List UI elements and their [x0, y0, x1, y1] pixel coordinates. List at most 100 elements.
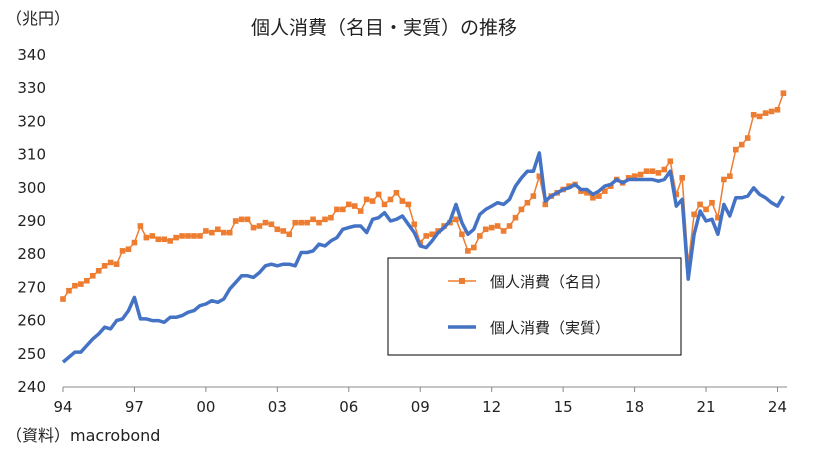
- data-point-nominal: [137, 223, 144, 229]
- data-point-nominal: [631, 173, 638, 179]
- data-point-nominal: [60, 296, 66, 302]
- data-point-nominal: [286, 231, 293, 238]
- data-point-nominal: [381, 201, 388, 208]
- data-point-nominal: [161, 236, 168, 243]
- data-point-nominal: [494, 223, 501, 229]
- data-point-nominal: [84, 277, 90, 284]
- data-point-nominal: [292, 219, 299, 226]
- data-point-nominal: [643, 168, 650, 174]
- x-tick-label: 09: [411, 398, 430, 416]
- data-point-nominal: [89, 272, 96, 279]
- data-point-nominal: [780, 90, 787, 96]
- y-tick-label: 300: [17, 179, 46, 197]
- data-point-nominal: [256, 223, 263, 229]
- data-point-nominal: [125, 246, 132, 253]
- x-tick-label: 00: [196, 398, 215, 416]
- legend: 個人消費（名目） 個人消費（実質）: [387, 257, 682, 356]
- data-point-nominal: [155, 236, 162, 243]
- data-point-nominal: [393, 189, 400, 196]
- data-point-nominal: [399, 198, 406, 204]
- data-point-nominal: [500, 228, 507, 234]
- data-point-nominal: [238, 216, 245, 223]
- data-point-nominal: [220, 229, 227, 236]
- data-point-nominal: [375, 191, 382, 198]
- plot-area: [60, 90, 787, 364]
- data-point-nominal: [328, 214, 334, 221]
- data-point-nominal: [732, 146, 739, 153]
- data-point-nominal: [661, 166, 668, 173]
- data-point-nominal: [357, 208, 364, 214]
- y-tick-label: 250: [17, 345, 46, 363]
- data-point-nominal: [697, 201, 703, 208]
- data-point-nominal: [709, 199, 715, 206]
- y-tick-label: 240: [17, 378, 46, 396]
- data-point-nominal: [727, 173, 733, 179]
- y-axis: 240 250 260 270 280 290 300 310 320 330 340: [17, 46, 46, 396]
- data-point-nominal: [280, 228, 287, 234]
- data-point-nominal: [411, 221, 418, 228]
- data-point-nominal: [667, 158, 674, 165]
- data-point-nominal: [488, 224, 495, 231]
- data-point-nominal: [542, 201, 549, 208]
- data-point-nominal: [429, 231, 435, 238]
- data-point-nominal: [226, 229, 233, 236]
- x-tick-label: 03: [268, 398, 287, 416]
- data-point-nominal: [310, 216, 316, 223]
- data-point-nominal: [345, 201, 352, 208]
- y-unit-label: （兆円）: [6, 9, 70, 28]
- data-point-nominal: [179, 233, 185, 239]
- x-axis: 94 97 00 03 06 09 12 15 18 21 24: [53, 386, 787, 416]
- x-tick-label: 94: [53, 398, 72, 416]
- data-point-nominal: [637, 171, 644, 178]
- data-point-nominal: [322, 216, 328, 223]
- source-note: （資料）macrobond: [6, 426, 160, 445]
- data-point-nominal: [363, 196, 370, 203]
- data-point-nominal: [197, 233, 203, 239]
- data-point-nominal: [691, 211, 697, 218]
- data-point-nominal: [423, 233, 429, 239]
- data-point-nominal: [250, 224, 257, 231]
- data-point-nominal: [584, 189, 590, 196]
- data-point-nominal: [768, 108, 775, 115]
- data-point-nominal: [215, 226, 221, 233]
- data-point-nominal: [191, 233, 197, 239]
- data-point-nominal: [405, 201, 412, 208]
- data-point-nominal: [66, 287, 72, 294]
- data-point-nominal: [471, 244, 477, 251]
- data-point-nominal: [679, 175, 686, 181]
- data-point-nominal: [131, 239, 138, 246]
- data-point-nominal: [369, 198, 376, 204]
- data-point-nominal: [536, 173, 543, 179]
- data-point-nominal: [203, 228, 209, 234]
- chart-title: 個人消費（名目・実質）の推移: [251, 17, 517, 39]
- legend-label-nominal: 個人消費（名目）: [490, 273, 610, 291]
- data-point-nominal: [602, 188, 608, 194]
- x-tick-label: 15: [554, 398, 573, 416]
- y-tick-label: 270: [17, 278, 46, 296]
- y-tick-label: 340: [17, 46, 46, 64]
- data-point-nominal: [518, 206, 525, 213]
- data-point-nominal: [673, 191, 680, 198]
- data-point-nominal: [590, 194, 596, 201]
- legend-label-real: 個人消費（実質）: [490, 319, 610, 337]
- data-point-nominal: [465, 248, 471, 254]
- data-point-nominal: [268, 221, 275, 228]
- data-point-nominal: [173, 234, 179, 241]
- x-tick-label: 12: [482, 398, 501, 416]
- data-point-nominal: [209, 229, 215, 236]
- data-point-nominal: [476, 233, 483, 239]
- data-point-nominal: [185, 233, 191, 239]
- y-tick-label: 260: [17, 312, 46, 330]
- data-point-nominal: [524, 199, 531, 206]
- data-point-nominal: [316, 219, 322, 226]
- data-point-nominal: [95, 268, 102, 274]
- data-point-nominal: [530, 193, 537, 199]
- data-point-nominal: [244, 216, 251, 223]
- x-tick-label: 21: [696, 398, 715, 416]
- data-point-nominal: [167, 238, 173, 244]
- data-point-nominal: [744, 135, 751, 141]
- data-point-nominal: [107, 259, 114, 266]
- data-point-nominal: [113, 261, 120, 267]
- data-point-nominal: [756, 113, 763, 120]
